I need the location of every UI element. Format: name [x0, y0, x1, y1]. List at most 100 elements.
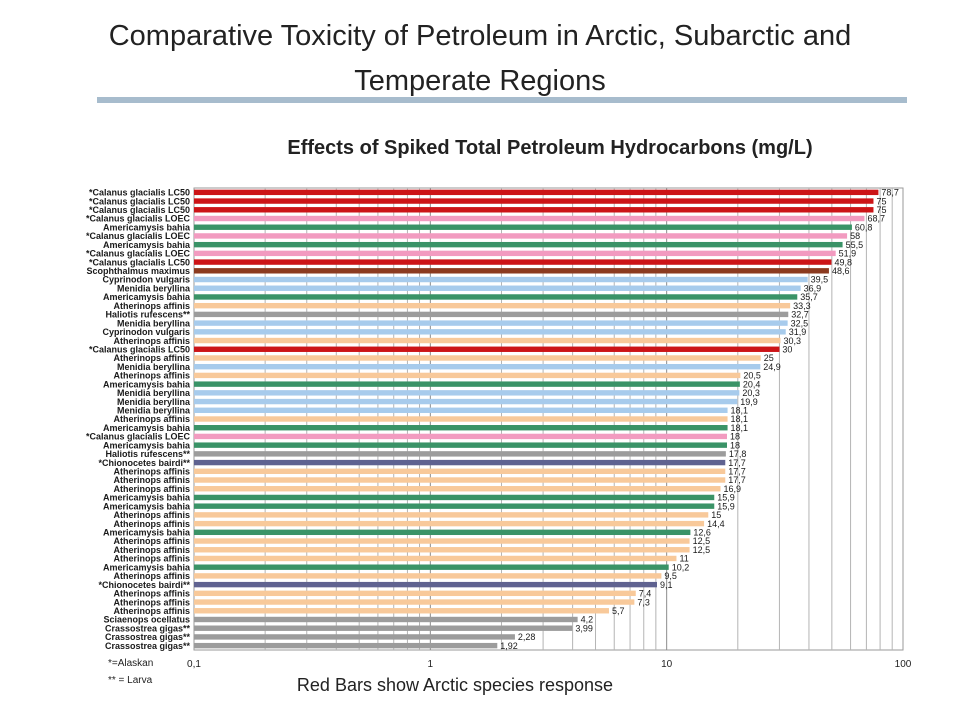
- bar: [194, 608, 609, 614]
- bar: [194, 355, 761, 361]
- bar: [194, 329, 786, 335]
- bar-label: *Chionocetes bairdi**: [98, 458, 190, 468]
- value-label: 5,7: [612, 606, 625, 616]
- title-divider: [97, 97, 907, 103]
- bar-label: *Calanus glacialis LOEC: [86, 231, 191, 241]
- bar-label: Menidia beryllina: [117, 283, 191, 293]
- bar: [194, 442, 727, 448]
- bar: [194, 294, 798, 300]
- bar: [194, 451, 726, 457]
- value-label: 20,4: [743, 379, 761, 389]
- bar: [194, 486, 721, 492]
- value-label: 14,4: [707, 519, 725, 529]
- bar: [194, 564, 669, 570]
- bar: [194, 390, 740, 396]
- value-label: 1,92: [500, 641, 518, 651]
- bar-label: Americamysis bahia: [103, 440, 191, 450]
- bar-label: Atherinops affinis: [113, 554, 190, 564]
- bar-label: Cyprinodon vulgaris: [102, 275, 190, 285]
- bar-label: Crassostrea gigas**: [105, 632, 191, 642]
- value-label: 20,5: [743, 371, 761, 381]
- value-label: 60,8: [855, 222, 873, 232]
- bar-label: *Calanus glacialis LC50: [89, 196, 190, 206]
- bar-label: *Chionocetes bairdi**: [98, 580, 190, 590]
- bar-label: Americamysis bahia: [103, 501, 191, 511]
- bar: [194, 241, 843, 248]
- chart-title: Effects of Spiked Total Petroleum Hydroc…: [287, 137, 813, 159]
- value-label: 12,5: [693, 545, 711, 555]
- bar: [194, 346, 780, 352]
- value-label: 18: [730, 432, 740, 442]
- value-label: 7,4: [639, 589, 652, 599]
- value-label: 9,5: [664, 571, 677, 581]
- bar-label: Atherinops affinis: [113, 571, 190, 581]
- bar-label: Atherinops affinis: [113, 519, 190, 529]
- bar: [194, 224, 852, 230]
- bar: [194, 599, 635, 605]
- value-label: 9,1: [660, 580, 673, 590]
- value-label: 25: [764, 353, 774, 363]
- bar: [194, 468, 726, 474]
- bar: [194, 590, 636, 597]
- value-label: 75: [876, 196, 886, 206]
- bar: [194, 625, 573, 631]
- bar: [194, 311, 789, 318]
- bar-label: Americamysis bahia: [103, 240, 191, 250]
- footnote-larva: ** = Larva: [108, 675, 153, 686]
- bar: [194, 215, 865, 222]
- bar: [194, 416, 728, 422]
- x-tick-label: 100: [895, 659, 912, 670]
- bar: [194, 555, 677, 562]
- bar-label: Crassostrea gigas**: [105, 623, 191, 633]
- bar: [194, 547, 690, 553]
- bar: [194, 364, 761, 370]
- bar-label: Menidia beryllina: [117, 318, 191, 328]
- value-label: 16,9: [724, 484, 742, 494]
- value-label: 11: [679, 554, 688, 564]
- value-label: 55,5: [846, 240, 864, 250]
- value-label: 15,9: [717, 493, 735, 503]
- bar: [194, 337, 781, 344]
- bar-label: Americamysis bahia: [103, 423, 191, 433]
- bar-label: Americamysis bahia: [103, 493, 191, 503]
- bar: [194, 503, 715, 509]
- bar-label: Americamysis bahia: [103, 222, 191, 232]
- value-label: 17,7: [728, 467, 746, 477]
- bar-label: Atherinops affinis: [113, 484, 190, 494]
- bar: [194, 433, 727, 440]
- value-label: 78,7: [881, 188, 899, 198]
- value-label: 18,1: [731, 414, 749, 424]
- bar-label: Cyprinodon vulgaris: [102, 327, 190, 337]
- bar: [194, 425, 728, 431]
- bar: [194, 581, 657, 588]
- x-tick-label: 0,1: [187, 659, 201, 670]
- value-label: 33,3: [793, 301, 811, 311]
- bar-label: Haliotis rufescens**: [105, 310, 190, 320]
- value-label: 75: [876, 205, 886, 215]
- bar-label: Atherinops affinis: [113, 589, 190, 599]
- value-label: 7,3: [637, 597, 650, 607]
- value-label: 49,8: [834, 257, 852, 267]
- bar: [194, 302, 791, 309]
- value-label: 3,99: [575, 623, 593, 633]
- bar: [194, 250, 836, 257]
- bar-label: Menidia beryllina: [117, 405, 191, 415]
- value-label: 17,8: [729, 449, 747, 459]
- value-label: 30: [782, 344, 792, 354]
- footnote-alaskan: *=Alaskan: [108, 658, 154, 669]
- bar: [194, 233, 848, 239]
- value-label: 18,1: [731, 405, 749, 415]
- bar-label: *Calanus glacialis LOEC: [86, 432, 191, 442]
- bar-label: *Calanus glacialis LC50: [89, 257, 190, 267]
- bar: [194, 477, 726, 483]
- value-label: 39,5: [811, 275, 829, 285]
- bar: [194, 398, 738, 405]
- value-label: 17,7: [728, 475, 746, 485]
- bar: [194, 207, 874, 213]
- bar: [194, 320, 788, 326]
- value-label: 18,1: [731, 423, 749, 433]
- bar-label: Menidia beryllina: [117, 397, 191, 407]
- slide-title: Comparative Toxicity of Petroleum in Arc…: [108, 20, 852, 97]
- x-tick-label: 10: [661, 659, 673, 670]
